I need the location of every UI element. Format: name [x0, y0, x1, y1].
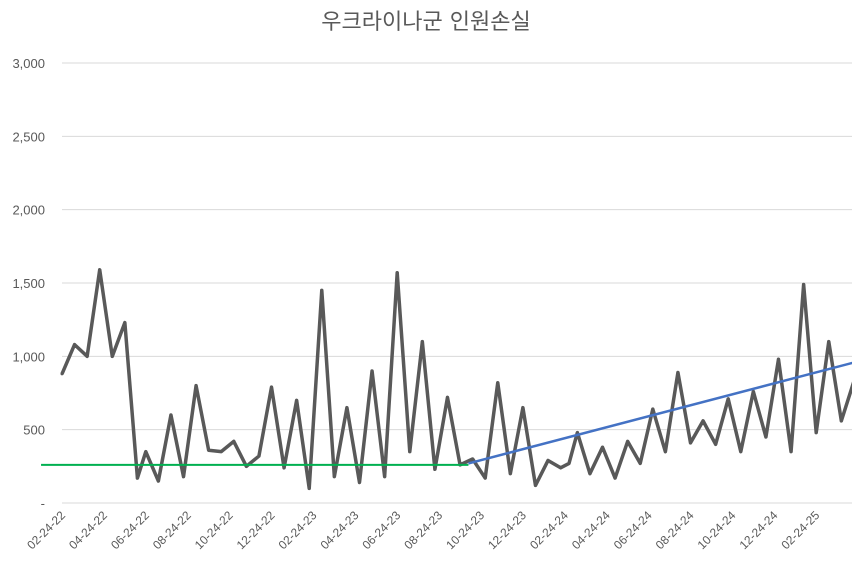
- data-point: [508, 472, 512, 476]
- data-point: [282, 466, 286, 470]
- x-tick-label: 02-24-24: [527, 508, 571, 552]
- x-tick-label: 04-24-23: [318, 508, 362, 552]
- data-point: [827, 340, 831, 344]
- data-point: [156, 479, 160, 483]
- x-tick-label: 10-24-24: [695, 508, 739, 552]
- data-point: [751, 390, 755, 394]
- data-point: [839, 419, 843, 423]
- x-tick-label: 06-24-24: [611, 508, 655, 552]
- data-point: [307, 486, 311, 490]
- data-point: [395, 271, 399, 275]
- data-point: [739, 450, 743, 454]
- data-point: [533, 483, 537, 487]
- data-point: [638, 461, 642, 465]
- x-tick-label: 08-24-22: [150, 508, 194, 552]
- data-point: [601, 445, 605, 449]
- data-point: [546, 458, 550, 462]
- data-point: [332, 475, 336, 479]
- data-point: [559, 466, 563, 470]
- data-point: [270, 385, 273, 389]
- x-tick-label: 12-24-24: [737, 508, 781, 552]
- x-tick-label: 06-24-23: [359, 508, 403, 552]
- data-point: [98, 268, 102, 272]
- data-point: [802, 282, 806, 286]
- data-point: [471, 457, 475, 461]
- x-tick-label: 04-24-22: [66, 508, 110, 552]
- y-tick-label: 1,000: [12, 349, 45, 364]
- data-point: [219, 450, 223, 454]
- y-tick-label: 2,500: [12, 129, 45, 144]
- data-point: [726, 397, 730, 401]
- data-point: [383, 475, 387, 479]
- trend-arrow: [468, 361, 852, 465]
- data-point: [232, 439, 236, 443]
- data-point: [483, 476, 487, 480]
- data-point: [73, 343, 77, 347]
- data-point: [207, 448, 211, 452]
- data-point: [789, 450, 793, 454]
- data-point: [370, 369, 374, 373]
- y-tick-label: 500: [23, 423, 45, 438]
- x-tick-label: 02-24-23: [276, 508, 320, 552]
- x-tick-label: 08-24-23: [401, 508, 445, 552]
- series-line: [60, 268, 852, 491]
- data-point: [588, 472, 592, 476]
- data-point: [689, 441, 692, 445]
- x-tick-label: 08-24-24: [653, 508, 697, 552]
- data-point: [433, 467, 437, 471]
- data-point: [85, 354, 89, 358]
- chart-title: 우크라이나군 인원손실: [321, 10, 531, 35]
- data-point: [701, 419, 705, 423]
- data-point: [496, 381, 500, 385]
- data-point: [651, 407, 655, 411]
- y-tick-label: 3,000: [12, 56, 45, 71]
- data-point: [676, 370, 680, 374]
- x-tick-label: 02-24-25: [778, 508, 822, 552]
- y-tick-label: 1,500: [12, 276, 45, 291]
- data-point: [169, 413, 173, 417]
- x-tick-label: 12-24-22: [234, 508, 278, 552]
- data-point: [420, 340, 424, 344]
- data-point: [60, 372, 64, 376]
- x-tick-label: 10-24-23: [443, 508, 487, 552]
- data-point: [445, 395, 449, 399]
- data-point: [135, 476, 139, 480]
- x-tick-label: 06-24-22: [108, 508, 152, 552]
- x-tick-label: 12-24-23: [485, 508, 529, 552]
- data-point: [110, 354, 114, 358]
- y-tick-label: -: [41, 496, 45, 511]
- data-point: [764, 435, 768, 439]
- x-tick-label: 02-24-22: [24, 508, 68, 552]
- y-tick-label: 2,000: [12, 203, 45, 218]
- data-point: [521, 406, 525, 410]
- data-point: [295, 398, 299, 402]
- x-tick-label: 10-24-22: [192, 508, 236, 552]
- data-point: [408, 450, 412, 454]
- data-point: [567, 461, 571, 465]
- data-point: [182, 475, 186, 479]
- data-point: [320, 288, 324, 292]
- data-point: [714, 442, 718, 446]
- data-point: [345, 406, 349, 410]
- data-point: [613, 476, 617, 480]
- data-point: [814, 431, 818, 435]
- data-point: [144, 450, 148, 454]
- data-point: [626, 439, 630, 443]
- data-point: [776, 357, 780, 361]
- x-tick-label: 04-24-24: [569, 508, 613, 552]
- data-point: [575, 431, 579, 435]
- data-point: [663, 450, 667, 454]
- data-point: [357, 480, 361, 484]
- data-point: [257, 454, 261, 458]
- data-point: [123, 321, 127, 325]
- data-point: [194, 384, 198, 388]
